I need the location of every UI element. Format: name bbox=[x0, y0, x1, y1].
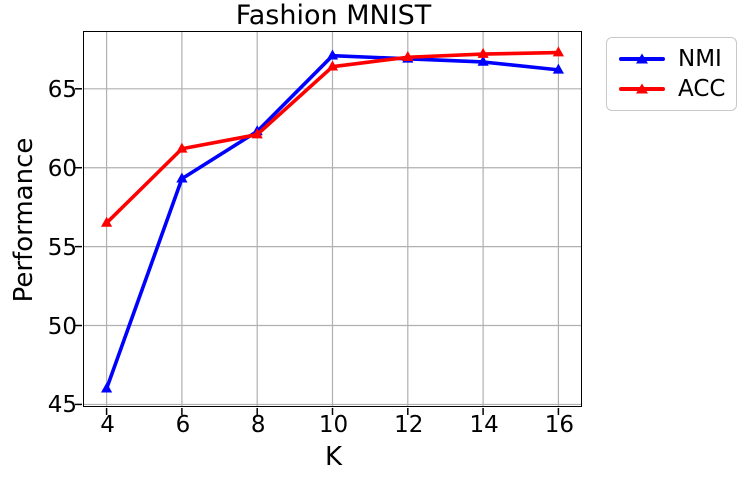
x-tick-label: 4 bbox=[100, 412, 115, 438]
plot-area bbox=[75, 31, 583, 416]
legend: NMI ACC bbox=[606, 37, 737, 111]
marker-acc bbox=[251, 128, 264, 139]
chart-title: Fashion MNIST bbox=[235, 0, 432, 31]
y-tick-label: 55 bbox=[47, 234, 77, 261]
legend-line-sample bbox=[619, 83, 665, 94]
y-tick-label: 50 bbox=[47, 313, 77, 340]
x-tick-label: 16 bbox=[544, 412, 575, 438]
marker-acc bbox=[402, 51, 414, 62]
x-tick-label: 14 bbox=[469, 412, 499, 438]
x-tick-label: 12 bbox=[394, 412, 424, 438]
y-tick-label: 45 bbox=[47, 392, 77, 419]
legend-item-nmi: NMI bbox=[619, 47, 722, 71]
x-tick-label: 6 bbox=[175, 412, 191, 438]
legend-label: NMI bbox=[678, 46, 722, 72]
plot-canvas bbox=[75, 32, 582, 416]
marker-nmi bbox=[176, 172, 188, 183]
x-tick-label: 10 bbox=[318, 412, 349, 438]
legend-line-sample bbox=[619, 53, 665, 64]
marker-acc bbox=[176, 142, 188, 153]
marker-nmi bbox=[327, 49, 339, 60]
x-axis-label: K bbox=[324, 442, 343, 472]
y-tick-label: 65 bbox=[47, 76, 77, 103]
y-tick-label: 60 bbox=[47, 155, 77, 182]
marker-acc bbox=[477, 48, 489, 59]
triangle-marker-icon bbox=[636, 83, 648, 94]
marker-nmi bbox=[553, 63, 565, 74]
marker-acc bbox=[553, 46, 565, 57]
legend-label: ACC bbox=[678, 76, 726, 102]
x-tick-label: 8 bbox=[250, 412, 266, 438]
marker-nmi bbox=[477, 55, 489, 66]
marker-nmi bbox=[101, 382, 113, 393]
triangle-marker-icon bbox=[636, 53, 648, 64]
marker-acc bbox=[327, 60, 339, 71]
legend-item-acc: ACC bbox=[619, 76, 726, 102]
marker-acc bbox=[101, 216, 113, 227]
